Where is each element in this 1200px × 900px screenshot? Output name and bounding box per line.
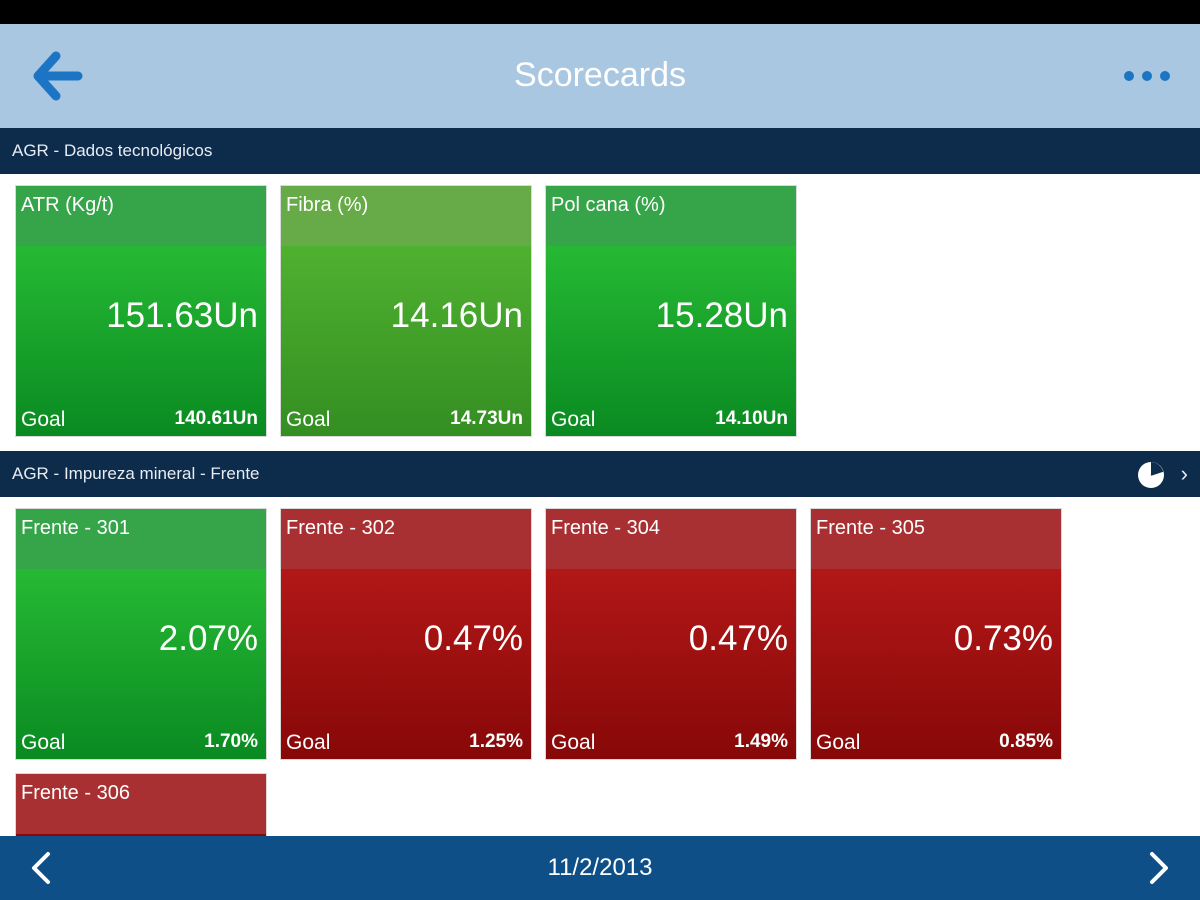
chevron-left-icon	[32, 852, 50, 884]
goal-label: Goal	[551, 408, 596, 431]
page-title: Scorecards	[514, 56, 686, 94]
chevron-right-icon[interactable]: ›	[1180, 461, 1188, 486]
section-title: AGR - Impureza mineral - Frente	[12, 464, 260, 483]
tile-title: Frente - 304	[546, 509, 796, 569]
more-options-button[interactable]	[1124, 66, 1170, 86]
scorecard-tile-frente-305[interactable]: Frente - 305 0.73% Goal 0.85%	[811, 509, 1061, 759]
goal-label: Goal	[816, 731, 861, 754]
goal-value: 140.61Un	[174, 408, 258, 429]
tile-value: 2.07%	[158, 619, 258, 658]
tile-value: 0.47%	[423, 619, 523, 658]
tile-title: ATR (Kg/t)	[16, 186, 266, 246]
tile-value: 151.63Un	[106, 296, 258, 335]
goal-label: Goal	[21, 408, 66, 431]
tile-title: Frente - 302	[281, 509, 531, 569]
status-bar	[0, 0, 1200, 24]
goal-value: 1.25%	[469, 731, 523, 752]
scorecard-tile-frente-302[interactable]: Frente - 302 0.47% Goal 1.25%	[281, 509, 531, 759]
tile-title: Frente - 306	[16, 774, 266, 834]
tile-title: Fibra (%)	[281, 186, 531, 246]
scorecard-tile-fibra[interactable]: Fibra (%) 14.16Un Goal 14.73Un	[281, 186, 531, 436]
goal-value: 1.70%	[204, 731, 258, 752]
scorecard-tile-atr[interactable]: ATR (Kg/t) 151.63Un Goal 140.61Un	[16, 186, 266, 436]
current-date: 11/2/2013	[547, 854, 653, 881]
previous-date-button[interactable]	[26, 850, 54, 886]
goal-value: 1.49%	[734, 731, 788, 752]
goal-value: 14.10Un	[715, 408, 788, 429]
scorecard-tile-frente-306[interactable]: Frente - 306	[16, 774, 266, 836]
section-header-impureza-mineral[interactable]: AGR - Impureza mineral - Frente ›	[0, 451, 1200, 497]
tile-title: Pol cana (%)	[546, 186, 796, 246]
back-button[interactable]	[30, 50, 86, 102]
goal-value: 0.85%	[999, 731, 1053, 752]
goal-label: Goal	[21, 731, 66, 754]
goal-label: Goal	[286, 408, 331, 431]
tile-value: 0.47%	[688, 619, 788, 658]
navigation-bar: Scorecards	[0, 24, 1200, 128]
tile-value: 14.16Un	[390, 296, 523, 335]
section-title: AGR - Dados tecnológicos	[12, 141, 213, 160]
date-navigation-bar: 11/2/2013	[0, 836, 1200, 900]
section-header-dados-tecnologicos: AGR - Dados tecnológicos	[0, 128, 1200, 174]
pie-chart-icon[interactable]	[1136, 459, 1166, 489]
goal-value: 14.73Un	[450, 408, 523, 429]
goal-label: Goal	[286, 731, 331, 754]
goal-label: Goal	[551, 731, 596, 754]
scorecard-tile-frente-304[interactable]: Frente - 304 0.47% Goal 1.49%	[546, 509, 796, 759]
next-date-button[interactable]	[1146, 850, 1174, 886]
more-dots-icon	[1124, 71, 1134, 81]
tile-value: 0.73%	[953, 619, 1053, 658]
arrow-left-icon	[33, 51, 83, 101]
tile-value: 15.28Un	[655, 296, 788, 335]
tile-title: Frente - 305	[811, 509, 1061, 569]
scorecard-tile-pol-cana[interactable]: Pol cana (%) 15.28Un Goal 14.10Un	[546, 186, 796, 436]
tile-title: Frente - 301	[16, 509, 266, 569]
scorecard-tile-frente-301[interactable]: Frente - 301 2.07% Goal 1.70%	[16, 509, 266, 759]
chevron-right-icon	[1150, 852, 1168, 884]
